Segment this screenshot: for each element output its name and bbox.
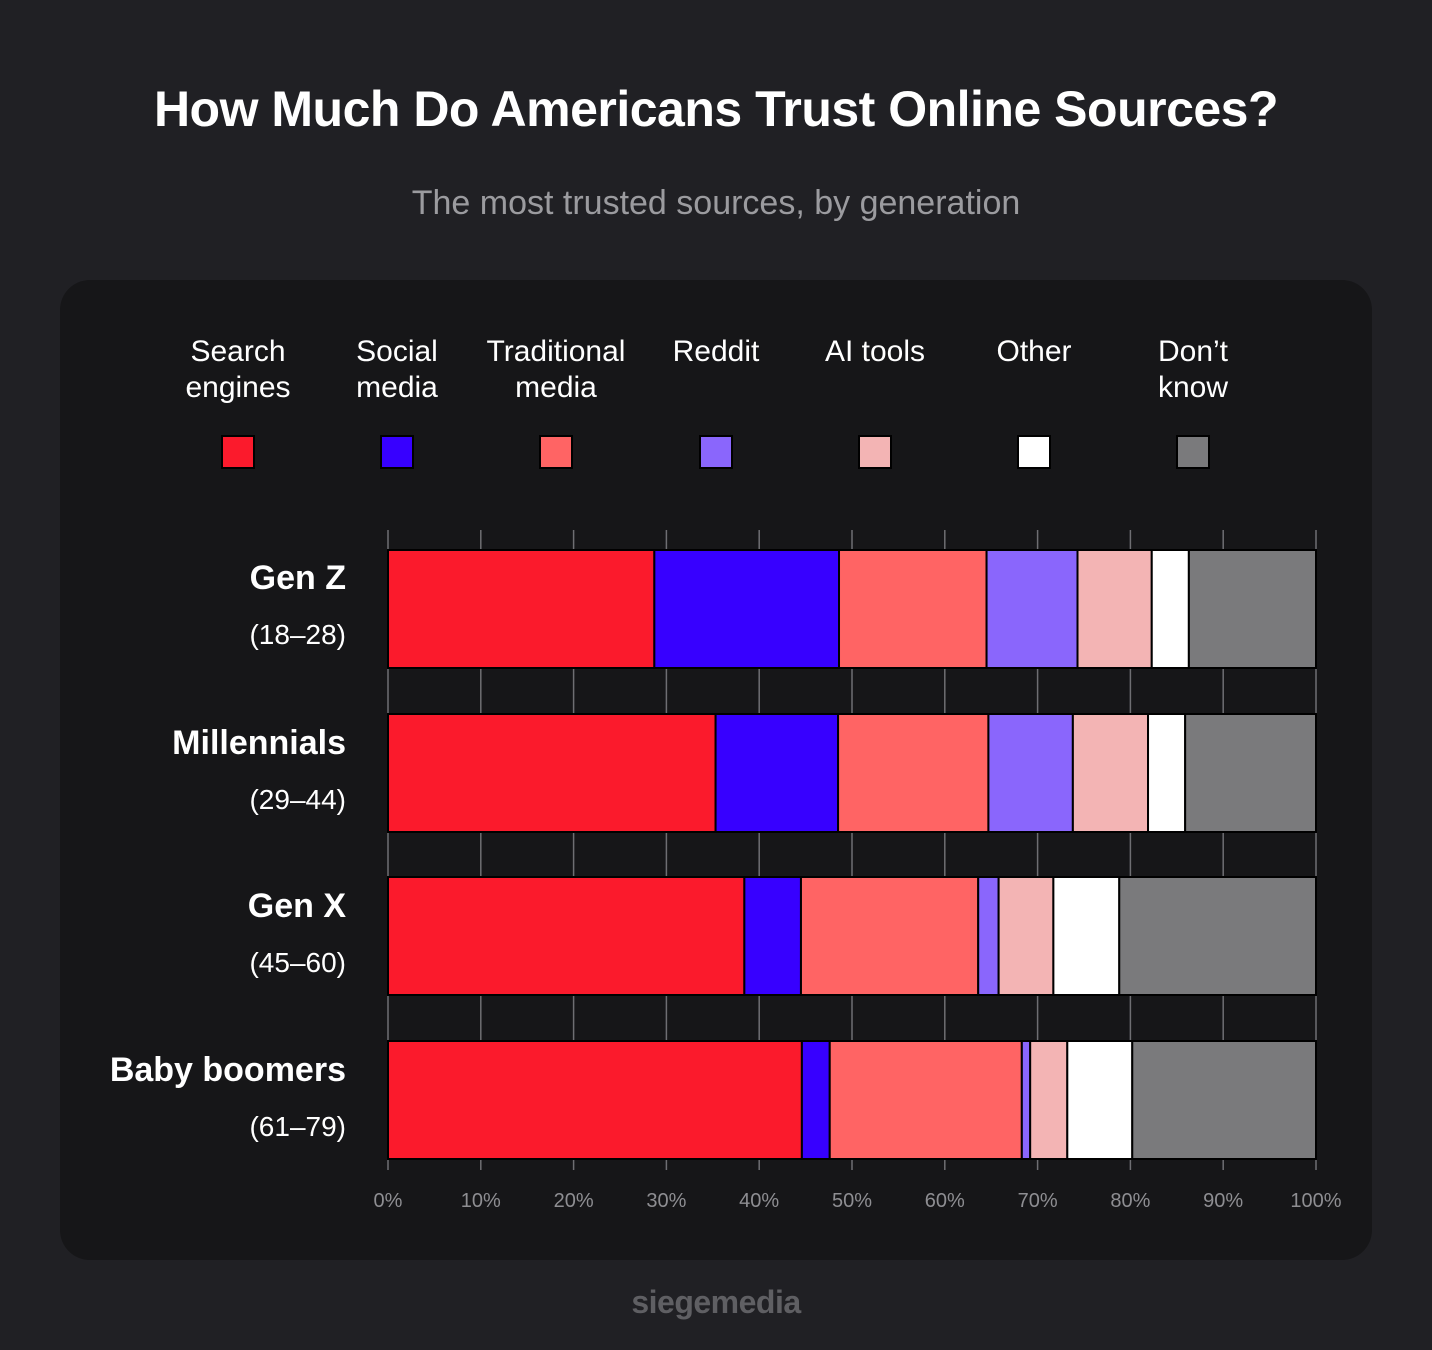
legend-swatch bbox=[858, 435, 892, 469]
legend-label: Traditional media bbox=[471, 334, 641, 406]
legend-swatch bbox=[1176, 435, 1210, 469]
x-tick-label: 60% bbox=[925, 1190, 965, 1212]
legend-label: Other bbox=[949, 334, 1119, 370]
bar-segment bbox=[387, 713, 717, 833]
legend-label-line: AI tools bbox=[824, 335, 926, 368]
bar-segment bbox=[1147, 713, 1187, 833]
category-age-range: (29–44) bbox=[249, 784, 346, 815]
x-tick-label: 0% bbox=[374, 1190, 403, 1212]
category-age-range: (18–28) bbox=[249, 619, 346, 650]
x-tick-label: 70% bbox=[1018, 1190, 1058, 1212]
legend-label-line: Search bbox=[190, 335, 286, 368]
bar-segment bbox=[1131, 1040, 1317, 1160]
bar-segment bbox=[977, 876, 1000, 996]
x-tick-label: 50% bbox=[832, 1190, 872, 1212]
legend-label: Search engines bbox=[153, 334, 323, 406]
bar-segment bbox=[1150, 549, 1190, 669]
bar-segment bbox=[1029, 1040, 1069, 1160]
bar-segment bbox=[837, 713, 990, 833]
category-label: Gen Z bbox=[249, 559, 346, 597]
legend-label-line: Social bbox=[356, 335, 438, 368]
bar-segment bbox=[714, 713, 840, 833]
category-label: Baby boomers bbox=[109, 1051, 346, 1089]
bar-segment bbox=[997, 876, 1055, 996]
legend-swatch bbox=[221, 435, 255, 469]
legend-swatch bbox=[699, 435, 733, 469]
bar-segment bbox=[1071, 713, 1150, 833]
bar-segment bbox=[743, 876, 802, 996]
legend-label: AI tools bbox=[790, 334, 960, 370]
bar-segment bbox=[653, 549, 841, 669]
chart-title: How Much Do Americans Trust Online Sourc… bbox=[153, 81, 1279, 137]
bar-segment bbox=[1187, 549, 1318, 669]
bar-segment bbox=[387, 549, 656, 669]
x-tick-label: 80% bbox=[1110, 1190, 1150, 1212]
bar-segment bbox=[987, 713, 1074, 833]
bar-segment bbox=[1184, 713, 1317, 833]
x-tick-label: 40% bbox=[739, 1190, 779, 1212]
x-tick-label: 20% bbox=[554, 1190, 594, 1212]
bar-segment bbox=[1118, 876, 1318, 996]
bar-segment bbox=[1052, 876, 1121, 996]
legend-label-line: Reddit bbox=[672, 335, 760, 368]
bar-segment bbox=[800, 1040, 831, 1160]
category-label: Gen X bbox=[247, 887, 346, 925]
legend-label-line: Traditional bbox=[486, 335, 626, 368]
category-age-range: (45–60) bbox=[249, 947, 346, 978]
bar-segment bbox=[387, 876, 746, 996]
legend-label-line: Don’t bbox=[1157, 335, 1229, 368]
legend-label: Social media bbox=[312, 334, 482, 406]
legend-label-line: know bbox=[1157, 371, 1229, 404]
bar-segment bbox=[1066, 1040, 1134, 1160]
chart-subtitle: The most trusted sources, by generation bbox=[411, 184, 1021, 222]
legend-label-line: media bbox=[356, 371, 438, 404]
bar-segment bbox=[799, 876, 980, 996]
brand-logo: siegemedia bbox=[631, 1284, 801, 1320]
x-tick-label: 10% bbox=[461, 1190, 501, 1212]
bar-segment bbox=[838, 549, 988, 669]
category-label: Millennials bbox=[172, 724, 346, 762]
legend-swatch bbox=[380, 435, 414, 469]
legend-swatch bbox=[1017, 435, 1051, 469]
x-tick-label: 90% bbox=[1203, 1190, 1243, 1212]
legend-label-line: engines bbox=[185, 371, 291, 404]
bar-segment bbox=[828, 1040, 1023, 1160]
legend-label: Don’t know bbox=[1108, 334, 1278, 406]
legend-label-line: Other bbox=[996, 335, 1072, 368]
legend-label-line: media bbox=[515, 371, 597, 404]
bar-segment bbox=[387, 1040, 803, 1160]
x-tick-label: 30% bbox=[646, 1190, 686, 1212]
x-tick-label: 100% bbox=[1290, 1190, 1341, 1212]
category-age-range: (61–79) bbox=[249, 1111, 346, 1142]
bar-segment bbox=[1020, 1040, 1032, 1160]
legend-label: Reddit bbox=[631, 334, 801, 370]
bar-segment bbox=[985, 549, 1079, 669]
legend-swatch bbox=[539, 435, 573, 469]
bar-segment bbox=[1076, 549, 1153, 669]
